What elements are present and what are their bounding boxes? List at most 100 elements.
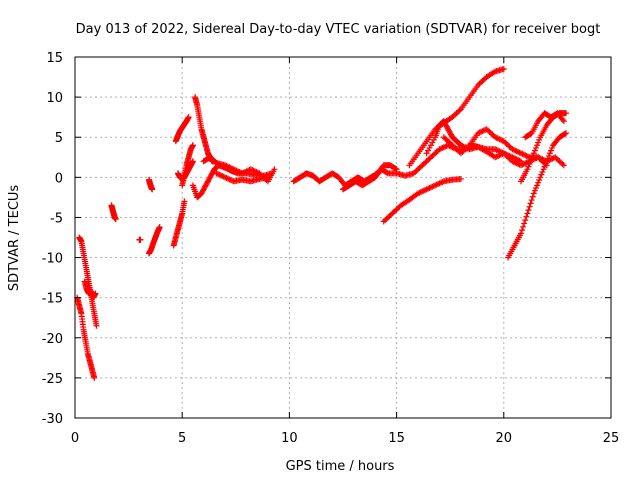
data-point xyxy=(527,200,534,207)
y-tick-label: 5 xyxy=(55,131,63,146)
data-point xyxy=(528,155,535,162)
x-axis-title: GPS time / hours xyxy=(286,459,395,474)
data-point xyxy=(457,175,464,182)
data-point xyxy=(529,152,536,159)
data-point xyxy=(264,174,271,181)
series-track-x xyxy=(522,110,567,141)
data-point xyxy=(517,230,524,237)
data-point xyxy=(536,177,543,184)
series-track-k xyxy=(179,142,196,189)
data-point xyxy=(530,190,537,197)
y-tick-label: -30 xyxy=(42,412,63,427)
series-track-e xyxy=(136,236,144,243)
series-track-l xyxy=(192,94,218,165)
series-track-g xyxy=(145,176,156,193)
x-tick-label: 5 xyxy=(178,431,186,446)
data-point xyxy=(532,185,539,192)
data-point xyxy=(535,179,542,186)
x-tick-label: 0 xyxy=(71,431,79,446)
data-point xyxy=(560,118,567,125)
series-track-c xyxy=(81,278,99,301)
data-point xyxy=(542,160,549,167)
y-tick-label: 10 xyxy=(46,91,63,106)
data-points xyxy=(74,66,569,381)
data-point xyxy=(534,182,541,189)
data-point xyxy=(181,198,188,205)
x-tick-label: 15 xyxy=(388,431,405,446)
y-tick-label: 0 xyxy=(55,171,63,186)
x-tick-label: 20 xyxy=(496,431,513,446)
data-point xyxy=(149,186,156,193)
data-point xyxy=(271,166,278,173)
data-point xyxy=(538,171,545,178)
data-point xyxy=(539,168,546,175)
data-point xyxy=(189,142,196,149)
data-point xyxy=(547,147,554,154)
data-point xyxy=(524,210,531,217)
y-tick-label: -15 xyxy=(42,292,63,307)
data-point xyxy=(549,144,556,151)
series-track-w xyxy=(517,110,569,185)
data-point xyxy=(543,158,550,165)
data-point xyxy=(528,197,535,204)
plot-frame xyxy=(74,56,612,419)
series-track-h xyxy=(170,198,188,249)
y-tick-label: -10 xyxy=(42,252,63,267)
data-point xyxy=(93,322,100,329)
data-point xyxy=(523,213,530,220)
data-point xyxy=(91,374,98,381)
data-point xyxy=(525,163,532,170)
series-track-u xyxy=(440,126,567,169)
x-tick-label: 25 xyxy=(603,431,620,446)
data-point xyxy=(526,160,533,167)
data-point xyxy=(530,150,537,157)
data-point xyxy=(112,216,119,223)
y-tick-label: -25 xyxy=(42,372,63,387)
data-point xyxy=(185,114,192,121)
data-point xyxy=(529,193,536,200)
y-tick-label: -20 xyxy=(42,332,63,347)
data-point xyxy=(540,166,547,173)
data-point xyxy=(500,66,507,73)
data-point xyxy=(541,163,548,170)
data-point xyxy=(526,203,533,210)
series-track-p xyxy=(290,162,400,189)
y-tick-label: -5 xyxy=(50,211,63,226)
data-point xyxy=(527,158,534,165)
data-point xyxy=(189,158,196,165)
data-point xyxy=(537,174,544,181)
data-point xyxy=(544,155,551,162)
data-point xyxy=(531,147,538,154)
data-point xyxy=(562,110,569,117)
y-axis-title: SDTVAR / TECUs xyxy=(7,185,22,292)
data-point xyxy=(525,207,532,214)
data-point xyxy=(519,227,526,234)
data-point xyxy=(535,139,542,146)
chart-title: Day 013 of 2022, Sidereal Day-to-day VTE… xyxy=(76,22,601,37)
series-track-a xyxy=(74,294,98,381)
data-point xyxy=(560,162,567,169)
data-point xyxy=(534,142,541,149)
data-point xyxy=(524,166,531,173)
x-tick-label: 10 xyxy=(281,431,298,446)
data-point xyxy=(536,136,543,143)
series-track-o xyxy=(213,170,271,185)
axis-ticks: 0 5 10 15 20 25 15 10 5 0 -5 -10 -15 -20 -25 -30 xyxy=(42,51,620,446)
data-point xyxy=(545,152,552,159)
data-point xyxy=(562,130,569,137)
data-point xyxy=(559,116,566,123)
data-point xyxy=(156,224,163,231)
series-track-v xyxy=(505,130,569,261)
series-track-d xyxy=(108,202,119,223)
data-point xyxy=(531,187,538,194)
series-track-r xyxy=(380,175,464,225)
data-point xyxy=(546,150,553,157)
series-track-i xyxy=(172,114,192,145)
series-track-s xyxy=(406,66,507,169)
series-track-b xyxy=(76,234,100,329)
data-point xyxy=(520,223,527,230)
data-point xyxy=(137,236,144,243)
series-track-f xyxy=(145,224,163,257)
data-point xyxy=(521,220,528,227)
